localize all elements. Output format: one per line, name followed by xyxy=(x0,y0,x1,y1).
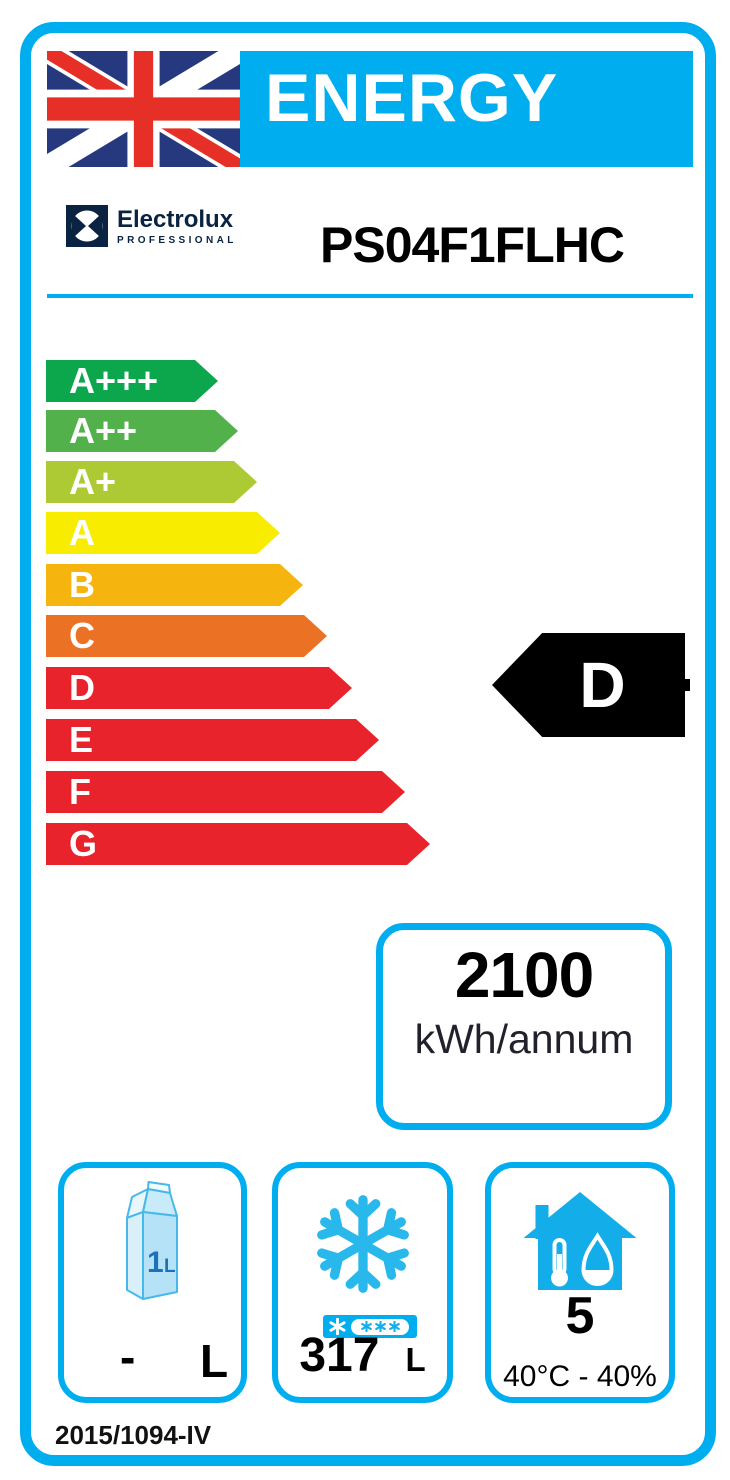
scale-grade-label: A+++ xyxy=(69,360,159,401)
freezer-star-rating-badge xyxy=(323,1315,417,1338)
scale-arrow-G: G xyxy=(46,823,430,865)
fridge-volume-unit: L xyxy=(200,1335,229,1387)
climate-class-box: 5 40°C - 40% xyxy=(485,1162,675,1403)
rating-letter: D xyxy=(579,649,626,721)
star-icon xyxy=(374,1321,386,1332)
consumption-unit: kWh/annum xyxy=(414,1016,634,1062)
fridge-volume-box: 1 L - L xyxy=(58,1162,247,1403)
snowflake-icon xyxy=(316,1195,409,1293)
scale-grade-label: E xyxy=(69,719,94,760)
union-jack-flag-icon xyxy=(47,51,240,167)
house-climate-icon xyxy=(523,1192,637,1290)
consumption-value: 2100 xyxy=(454,939,594,1011)
scale-arrow-A++: A++ xyxy=(46,410,238,452)
freezer-volume-value: 317 xyxy=(299,1329,380,1382)
scale-grade-label: A++ xyxy=(69,410,138,451)
label-border xyxy=(20,22,716,1466)
scale-arrow-A: A xyxy=(46,512,280,554)
energy-title-band: ENERGY xyxy=(240,51,693,167)
star-icon xyxy=(360,1321,372,1332)
regulation-reference: 2015/1094-IV xyxy=(55,1420,212,1450)
carton-volume-value: 1 xyxy=(147,1246,164,1279)
climate-class-value: 5 xyxy=(565,1287,595,1345)
scale-grade-label: A xyxy=(69,512,95,553)
carton-volume-unit: L xyxy=(164,1256,176,1277)
scale-arrow-A+: A+ xyxy=(46,461,257,503)
consumption-box: 2100 kWh/annum xyxy=(376,923,672,1130)
scale-grade-label: F xyxy=(69,771,91,812)
scale-arrow-B: B xyxy=(46,564,303,606)
climate-condition-range: 40°C - 40% xyxy=(503,1360,657,1393)
freezer-volume-box: 317 L xyxy=(272,1162,453,1403)
scale-grade-label: C xyxy=(69,615,95,656)
star-icon xyxy=(329,1318,346,1335)
scale-grade-label: G xyxy=(69,823,98,864)
milk-carton-icon: 1 L xyxy=(126,1181,178,1300)
three-star-pill xyxy=(351,1318,409,1335)
scale-grade-label: A+ xyxy=(69,461,117,502)
energy-title: ENERGY xyxy=(265,60,559,136)
brand-subtitle: PROFESSIONAL xyxy=(117,235,237,246)
header-divider xyxy=(47,294,693,298)
star-icon xyxy=(388,1321,400,1332)
scale-arrow-A+++: A+++ xyxy=(46,360,218,402)
rating-arrow-tab xyxy=(684,679,690,691)
brand-logo: Electrolux PROFESSIONAL xyxy=(66,205,237,247)
scale-grade-label: B xyxy=(69,564,95,605)
scale-arrow-D: D xyxy=(46,667,352,709)
scale-arrow-F: F xyxy=(46,771,405,813)
fridge-volume-value: - xyxy=(120,1331,136,1383)
brand-name: Electrolux xyxy=(117,206,234,233)
scale-arrow-E: E xyxy=(46,719,379,761)
scale-grade-label: D xyxy=(69,667,95,708)
scale-arrow-C: C xyxy=(46,615,327,657)
brand-text: Electrolux PROFESSIONAL xyxy=(117,205,237,247)
model-number: PS04F1FLHC xyxy=(320,217,625,273)
electrolux-mark-icon xyxy=(66,205,108,247)
freezer-volume-row: 317 L xyxy=(278,1328,447,1383)
freezer-volume-unit: L xyxy=(405,1341,426,1378)
